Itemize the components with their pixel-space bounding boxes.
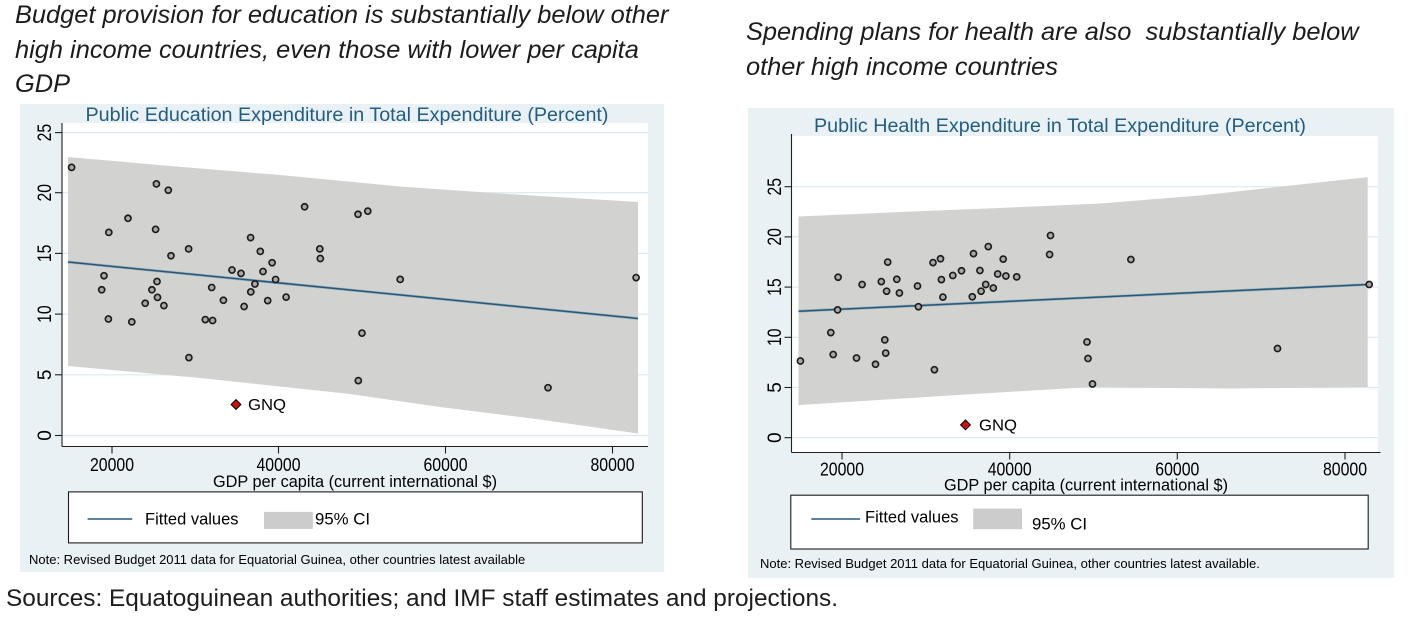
svg-text:25: 25 [765,177,786,195]
svg-text:40000: 40000 [257,455,301,475]
svg-text:GDP per capita (current intern: GDP per capita (current international $) [213,472,497,491]
svg-text:80000: 80000 [1323,459,1367,479]
svg-text:25: 25 [35,124,56,142]
svg-text:60000: 60000 [424,455,468,475]
svg-text:80000: 80000 [591,455,635,475]
svg-text:20000: 20000 [90,455,134,475]
svg-text:60000: 60000 [1155,459,1199,479]
svg-text:5: 5 [35,370,56,381]
svg-text:20: 20 [765,228,786,246]
svg-text:Note: Revised Budget 2011 data: Note: Revised Budget 2011 data for Equat… [760,556,1260,571]
svg-text:95% CI: 95% CI [1032,514,1087,533]
svg-text:20: 20 [35,184,56,202]
svg-text:5: 5 [765,382,786,393]
svg-text:GNQ: GNQ [979,417,1017,434]
svg-text:40000: 40000 [988,459,1032,479]
svg-text:10: 10 [35,305,56,323]
svg-text:Fitted values: Fitted values [865,507,959,526]
svg-text:GDP per capita (current intern: GDP per capita (current international $) [944,475,1228,494]
svg-text:GNQ: GNQ [248,397,286,414]
svg-text:10: 10 [765,328,786,346]
svg-text:0: 0 [765,432,786,443]
svg-text:15: 15 [765,278,786,296]
svg-text:Public Education Expenditure i: Public Education Expenditure in Total Ex… [86,105,609,126]
svg-text:0: 0 [35,430,56,441]
svg-text:15: 15 [35,245,56,263]
svg-text:95% CI: 95% CI [315,510,370,529]
svg-text:Note: Revised Budget 2011 data: Note: Revised Budget 2011 data for Equat… [29,552,525,567]
svg-text:20000: 20000 [820,459,864,479]
svg-text:Public Health Expenditure in T: Public Health Expenditure in Total Expen… [814,116,1306,137]
svg-text:Fitted values: Fitted values [145,510,239,529]
